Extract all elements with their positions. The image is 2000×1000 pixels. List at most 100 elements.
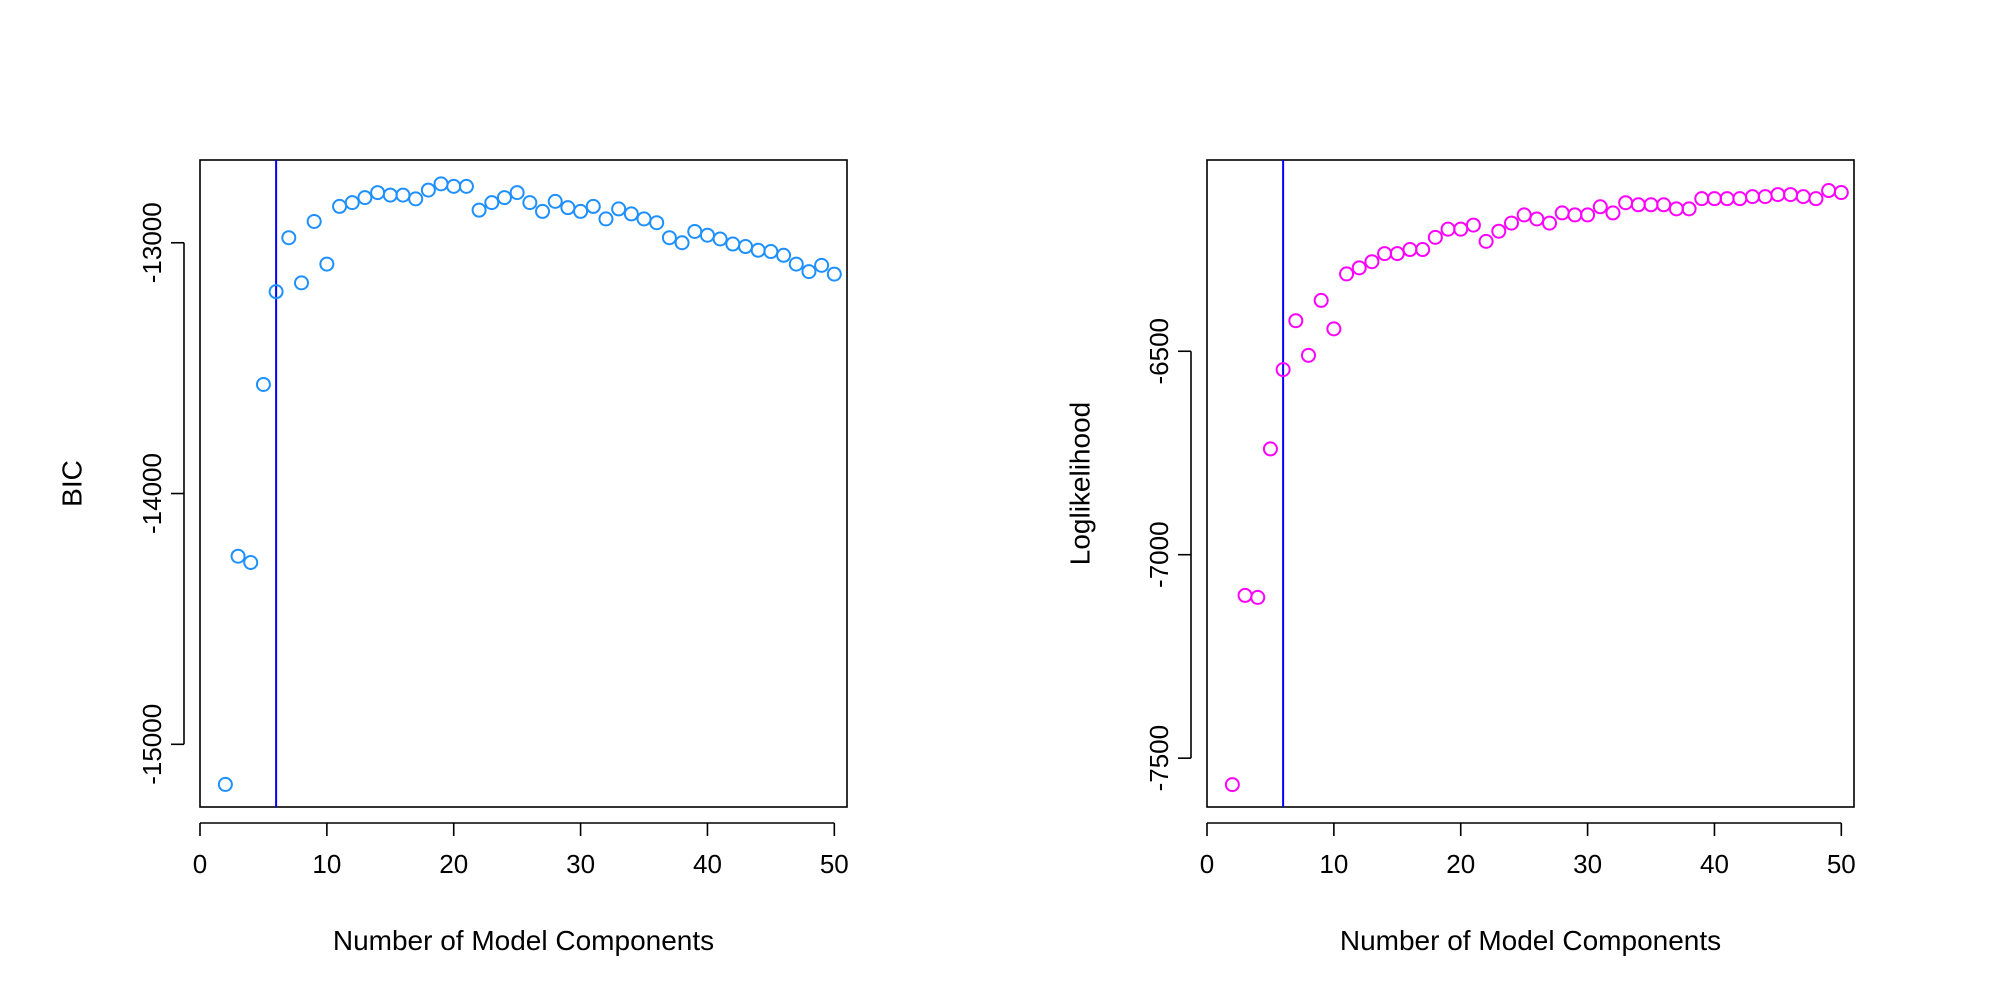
data-point	[281, 230, 297, 246]
y-tick-label: -6500	[1144, 318, 1174, 385]
data-point	[522, 195, 538, 211]
data-point	[433, 176, 449, 192]
data-point	[1580, 207, 1596, 223]
data-point	[1250, 589, 1266, 605]
x-tick-label: 0	[1200, 849, 1214, 879]
data-point	[1592, 199, 1608, 215]
data-point	[332, 198, 348, 214]
data-point	[268, 284, 284, 300]
data-point	[1668, 201, 1684, 217]
x-tick-label: 50	[820, 849, 849, 879]
data-point	[243, 554, 259, 570]
data-point	[623, 206, 639, 222]
data-point	[357, 190, 373, 206]
data-point	[1389, 246, 1405, 262]
data-point	[1402, 242, 1418, 258]
data-point	[573, 203, 589, 219]
data-point	[661, 230, 677, 246]
data-point	[674, 235, 690, 251]
data-point	[788, 256, 804, 272]
data-point	[585, 198, 601, 214]
data-point	[1224, 777, 1240, 793]
data-point	[255, 376, 271, 392]
data-point	[1427, 229, 1443, 245]
data-point	[1706, 191, 1722, 207]
data-point	[1503, 215, 1519, 231]
data-point	[382, 187, 398, 203]
plot-frame	[1206, 159, 1855, 808]
data-point	[509, 185, 525, 201]
y-tick-label: -7500	[1144, 725, 1174, 792]
data-point	[496, 190, 512, 206]
data-point	[484, 195, 500, 211]
data-point	[370, 185, 386, 201]
data-point	[1453, 221, 1469, 237]
data-point	[1351, 260, 1367, 276]
data-point	[446, 178, 462, 194]
data-point	[712, 231, 728, 247]
data-point	[1618, 195, 1634, 211]
x-axis-title: Number of Model Components	[1340, 925, 1721, 956]
data-point	[547, 193, 563, 209]
x-tick-label: 0	[193, 849, 207, 879]
data-point	[1605, 205, 1621, 221]
data-point	[1732, 191, 1748, 207]
data-point	[1491, 223, 1507, 239]
data-point	[1288, 313, 1304, 329]
data-point	[1542, 215, 1558, 231]
data-point	[1313, 292, 1329, 308]
data-point	[1465, 217, 1481, 233]
data-point	[1478, 233, 1494, 249]
data-point	[319, 256, 335, 272]
data-point	[611, 201, 627, 217]
x-tick-label: 40	[693, 849, 722, 879]
data-point	[699, 227, 715, 243]
data-point	[1808, 191, 1824, 207]
data-point	[535, 203, 551, 219]
data-point	[1681, 201, 1697, 217]
y-tick-label: -15000	[137, 704, 167, 785]
data-point	[725, 236, 741, 252]
data-point	[1262, 441, 1278, 457]
x-axis-title: Number of Model Components	[333, 925, 714, 956]
data-point	[1656, 197, 1672, 213]
bic-plot-panel: 0 10 20 30 40 50 -15000 -14000 -13000 Number of M…	[57, 159, 849, 956]
loglikelihood-plot-panel: 0 10 20 30 40 50 -7500 -7000 -6500 Number of Mode…	[1065, 159, 1856, 956]
data-point	[1237, 587, 1253, 603]
x-tick-label: 10	[312, 849, 341, 879]
data-point	[687, 223, 703, 239]
data-point	[826, 266, 842, 282]
data-point	[1326, 321, 1342, 337]
data-point	[1516, 207, 1532, 223]
data-point	[750, 242, 766, 258]
data-point	[801, 264, 817, 280]
data-point	[1339, 266, 1355, 282]
x-tick-label: 20	[439, 849, 468, 879]
data-point	[1745, 189, 1761, 205]
data-point	[1719, 191, 1735, 207]
data-point	[1630, 197, 1646, 213]
x-tick-label: 30	[1573, 849, 1602, 879]
data-point	[738, 239, 754, 255]
data-point	[763, 244, 779, 260]
data-point	[649, 215, 665, 231]
data-point	[1694, 191, 1710, 207]
data-point	[420, 182, 436, 198]
x-tick-label: 50	[1827, 849, 1856, 879]
data-point	[1567, 207, 1583, 223]
data-point	[471, 202, 487, 218]
y-tick-label: -13000	[137, 202, 167, 283]
data-point	[230, 548, 246, 564]
data-point	[1377, 246, 1393, 262]
y-tick-label: -7000	[1144, 521, 1174, 588]
data-point	[1770, 187, 1786, 203]
data-point	[293, 275, 309, 291]
plot-frame	[199, 159, 848, 808]
data-point	[776, 247, 792, 263]
data-point	[636, 211, 652, 227]
data-point	[1415, 242, 1431, 258]
data-point	[1364, 254, 1380, 270]
data-point	[408, 191, 424, 207]
data-point	[217, 776, 233, 792]
